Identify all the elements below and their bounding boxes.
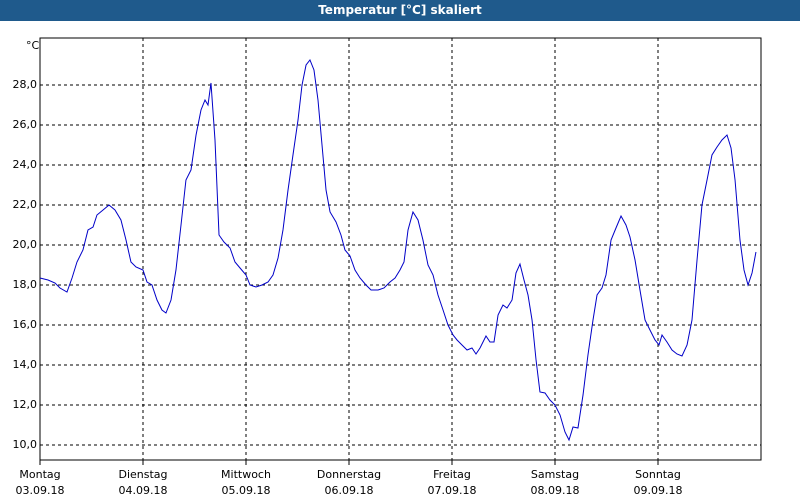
plot-frame	[39, 37, 762, 461]
y-tick-label: 24,0	[13, 158, 38, 171]
y-tick-label: 16,0	[13, 318, 38, 331]
x-tick-date: 03.09.18	[16, 484, 65, 497]
y-tick-label: 10,0	[13, 438, 38, 451]
x-tick-label: Donnerstag	[317, 468, 381, 481]
x-tick-date: 09.09.18	[634, 484, 683, 497]
y-tick-label: 22,0	[13, 198, 38, 211]
title-bar: Temperatur [°C] skaliert	[0, 0, 800, 21]
x-tick-date: 04.09.18	[119, 484, 168, 497]
x-tick-date: 08.09.18	[531, 484, 580, 497]
y-axis-label: °C	[26, 39, 40, 52]
x-tick-label: Mittwoch	[221, 468, 271, 481]
x-tick-label: Freitag	[433, 468, 471, 481]
y-tick-label: 26,0	[13, 118, 38, 131]
x-tick-label: Samstag	[531, 468, 579, 481]
chart-title: Temperatur [°C] skaliert	[318, 3, 482, 17]
y-tick-label: 18,0	[13, 278, 38, 291]
y-tick-label: 14,0	[13, 358, 38, 371]
y-tick-label: 28,0	[13, 78, 38, 91]
line-series	[39, 59, 757, 442]
x-tick-label: Dienstag	[118, 468, 167, 481]
x-tick-label: Montag	[19, 468, 60, 481]
y-tick-label: 20,0	[13, 238, 38, 251]
x-tick-date: 05.09.18	[222, 484, 271, 497]
x-tick-date: 06.09.18	[325, 484, 374, 497]
x-tick-date: 07.09.18	[428, 484, 477, 497]
x-tick-label: Sonntag	[635, 468, 681, 481]
y-tick-label: 12,0	[13, 398, 38, 411]
